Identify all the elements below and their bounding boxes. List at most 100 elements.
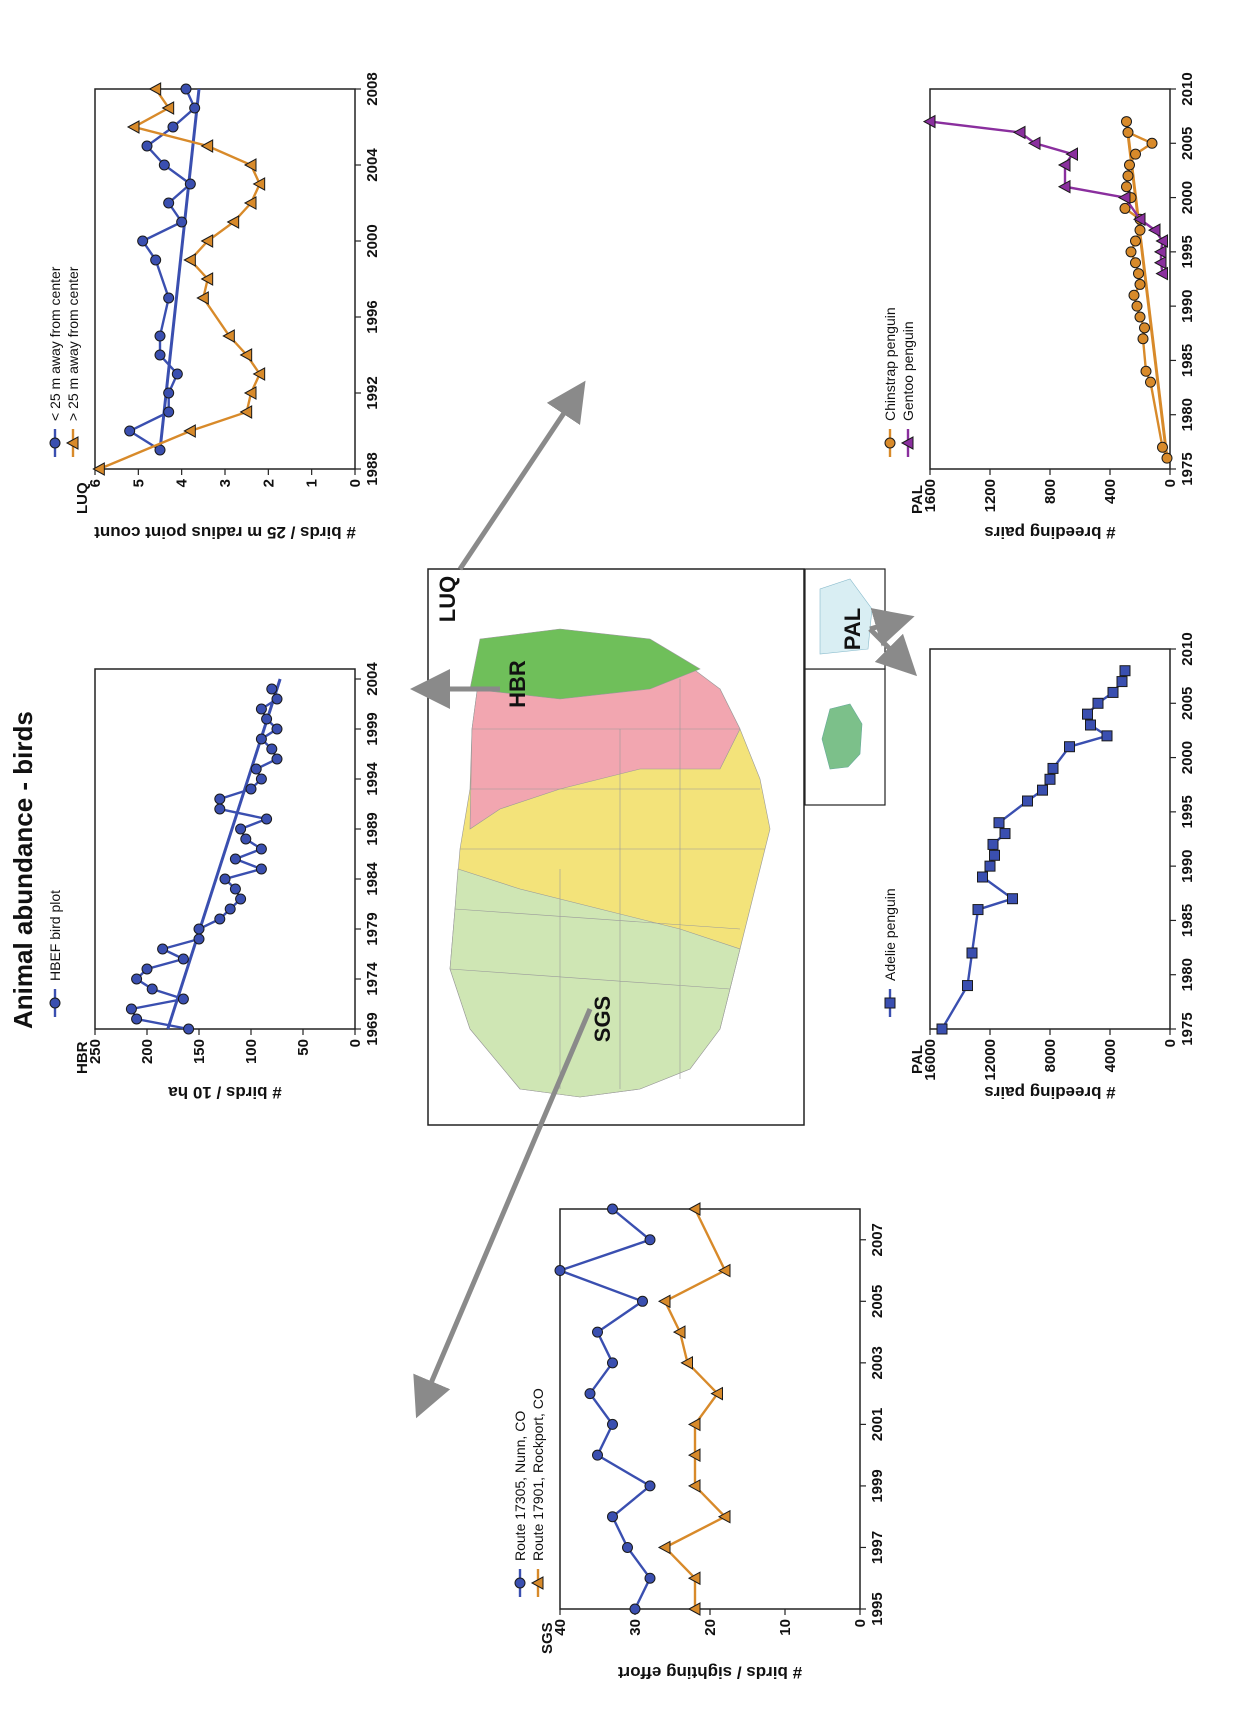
hbr-point-0 [266,743,278,755]
hbr-point-0 [255,863,267,875]
sgs-point-1 [672,1325,686,1339]
pal_chinstrap_gentoo-point-0 [1130,235,1141,247]
pal_chinstrap_gentoo-point-1 [1147,223,1161,237]
sgs-point-1 [657,1540,671,1555]
pal_chinstrap_gentoo-point-0 [1137,333,1149,345]
pal_chinstrap_gentoo-point-0 [1130,148,1141,160]
pal_chinstrap_gentoo-point-0 [1133,268,1144,280]
hbr-point-0 [229,883,241,895]
pal_adelie-point-0 [972,904,984,916]
pal_chinstrap_gentoo-point-0 [1131,300,1143,312]
hbr-xtick-label: 1999 [364,712,381,745]
hbr-xtick-label: 1994 [364,762,381,796]
map-label-luq: LUQ [435,576,460,622]
luq-point-1 [126,120,140,134]
luq-point-0 [189,102,201,114]
hbr-ytick-label: 200 [139,1039,156,1064]
pal_chinstrap_gentoo-point-0 [1157,441,1168,453]
sgs-point-0 [592,1449,603,1461]
pal_adelie-point-0 [966,947,978,959]
pal_adelie-point-0 [1082,708,1093,720]
sgs-point-1 [687,1602,701,1616]
luq-point-0 [176,216,188,228]
hbr-point-0 [240,833,252,845]
luq-ytick-label: 2 [260,479,277,487]
hbr-point-0 [224,903,236,915]
sgs-ytick-label: 20 [702,1619,719,1636]
sgs-xtick-label: 2007 [869,1223,886,1256]
hbr-point-0 [125,1003,137,1015]
hbr-point-0 [255,703,267,715]
pal_chinstrap_gentoo-point-1 [1057,158,1071,172]
pal_chinstrap_gentoo-ytick-label: 1600 [922,479,939,512]
luq-point-1 [92,462,105,476]
pal_chinstrap_gentoo-point-0 [1134,278,1146,290]
pal_adelie-point-0 [962,980,973,992]
hbr-point-0 [131,973,143,985]
luq-point-1 [239,348,253,362]
luq-legend-marker-1 [65,436,79,450]
pal_adelie-xtick-label: 2005 [1179,687,1196,720]
hbr-point-0 [183,1023,195,1035]
pal_adelie-ytick-label: 16000 [922,1039,939,1081]
luq-ytick-label: 4 [174,478,191,487]
hbr-point-0 [271,693,283,705]
pal_chinstrap_gentoo-y-axis-label: # breeding pairs [984,523,1115,542]
pal_chinstrap_gentoo-point-0 [1119,202,1131,214]
hbr-point-0 [193,923,205,935]
luq-y-axis-label: # birds / 25 m radius point count [94,523,356,542]
sgs-series-line-0 [556,1208,653,1610]
pal_chinstrap_gentoo-point-0 [1134,311,1146,323]
sgs-point-0 [584,1388,596,1400]
pal_chinstrap_gentoo-point-0 [1130,257,1141,269]
hbr-point-0 [146,983,158,995]
pal_chinstrap_gentoo-xtick-label: 2005 [1179,127,1196,160]
luq-point-1 [243,386,257,400]
pal_adelie-xtick-label: 2010 [1179,632,1196,665]
hbr-xtick-label: 1969 [364,1012,381,1045]
pal_chinstrap_gentoo-xtick-label: 2000 [1179,181,1196,214]
hbr-point-0 [235,893,247,905]
hbr-point-0 [255,843,267,855]
luq-point-1 [252,367,266,381]
hbr-ytick-label: 100 [243,1039,260,1064]
luq-ytick-label: 5 [130,479,147,487]
sgs-point-1 [687,1479,701,1493]
pal_adelie-point-0 [987,838,999,850]
pal_chinstrap_gentoo-legend-marker-1 [900,436,914,450]
luq-point-0 [163,292,175,304]
pal_chinstrap_gentoo-point-1 [1065,147,1078,161]
map-state-lines [449,679,765,1089]
pal_adelie-point-0 [1064,741,1075,753]
hbr-point-0 [266,683,278,695]
pal_adelie-plot-frame [929,648,1171,1030]
luq-ytick-label: 1 [304,479,321,487]
pal_chinstrap_gentoo-ytick-label: 0 [1162,479,1179,487]
hbr-point-0 [214,803,226,815]
luq-xtick-label: 2008 [364,72,381,105]
luq-point-1 [148,82,162,96]
luq-ytick-label: 6 [87,479,104,487]
luq-point-0 [184,178,196,190]
luq-point-0 [163,197,175,209]
luq-legend-label-0: < 25 m away from center [47,266,63,421]
pal_chinstrap_gentoo-point-0 [1139,322,1150,334]
pal_adelie-point-0 [1037,784,1048,796]
pal_adelie-ytick-label: 8000 [1042,1039,1059,1072]
pal_adelie-legend-label-0: Adelie penguin [882,888,898,981]
pal_chinstrap_gentoo-point-0 [1122,126,1134,138]
hbr-plot-frame [94,668,356,1030]
sgs-xtick-label: 1999 [869,1469,886,1502]
hbr-legend-label-0: HBEF bird plot [47,890,63,981]
sgs-ytick-label: 30 [627,1619,644,1636]
pal_chinstrap_gentoo-point-0 [1125,246,1137,258]
hbr-point-0 [250,763,262,775]
pal_chinstrap_gentoo-xtick-label: 1985 [1179,344,1196,377]
hbr-legend-marker-0 [49,997,61,1009]
luq-point-1 [183,424,196,438]
hbr-point-0 [235,823,247,835]
luq-xtick-label: 1988 [364,452,381,485]
hbr-point-0 [214,793,226,805]
pal_chinstrap_gentoo-legend-label-0: Chinstrap penguin [882,307,898,421]
